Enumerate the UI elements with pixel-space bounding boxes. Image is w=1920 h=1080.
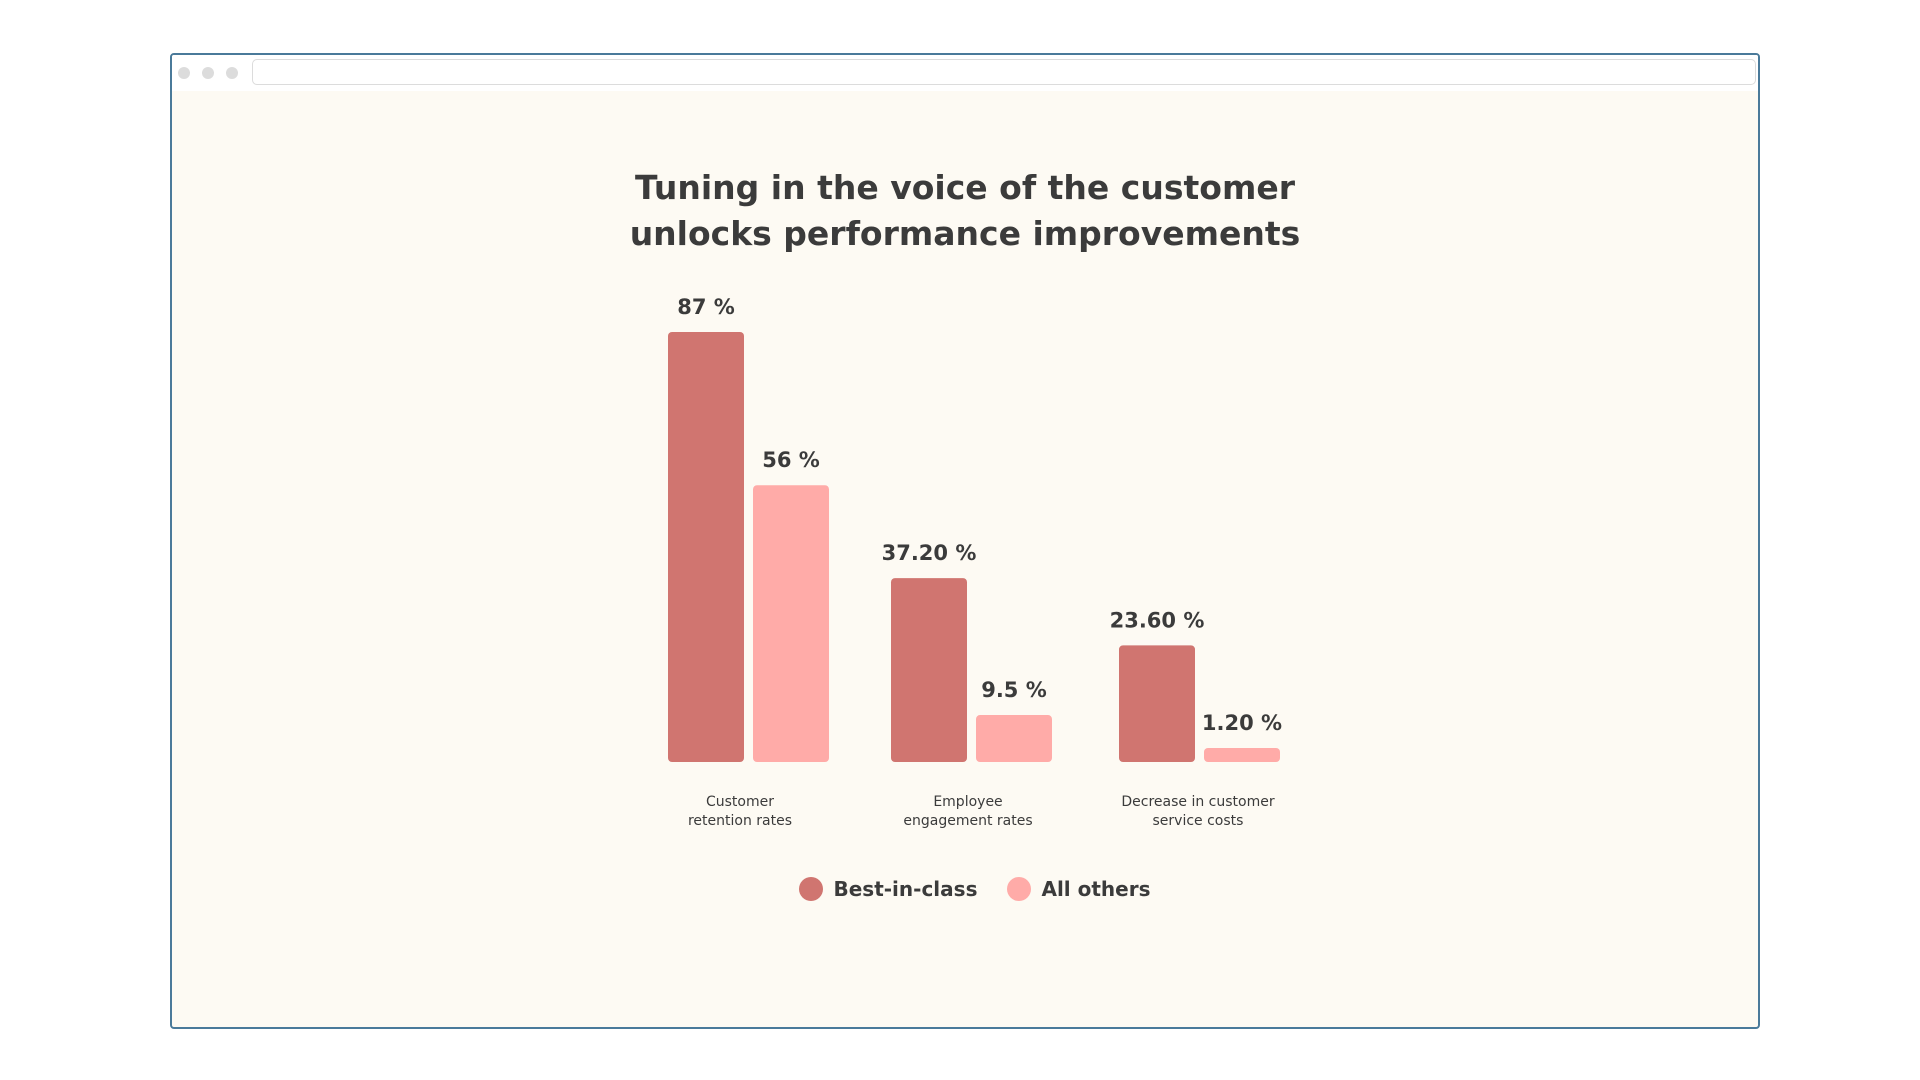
bar-all-others[interactable] [976, 715, 1052, 762]
chart-title-line-2: unlocks performance improvements [629, 214, 1301, 253]
category-label: service costs [1153, 813, 1244, 829]
window-titlebar [172, 55, 1758, 91]
chart-title-line-1: Tuning in the voice of the customer [635, 168, 1295, 207]
bar-chart: 87 % 56 % Customer retention rates 37.20 % 9.… [668, 295, 1282, 829]
window-dot-icon[interactable] [226, 67, 238, 79]
address-bar[interactable] [252, 59, 1756, 85]
category-label: engagement rates [903, 813, 1032, 829]
legend-swatch-icon [1007, 877, 1032, 901]
data-label: 23.60 % [1110, 608, 1205, 632]
legend-item-best-in-class[interactable]: Best-in-class [799, 877, 977, 901]
chart-legend: Best-in-class All others [172, 877, 1758, 901]
legend-swatch-icon [799, 877, 824, 901]
legend-label: All others [1041, 877, 1151, 901]
category-label: retention rates [688, 813, 792, 829]
browser-window: Tuning in the voice of the customer unlo… [170, 53, 1760, 1029]
chart-title: Tuning in the voice of the customer unlo… [172, 165, 1758, 257]
category-label: Customer [706, 794, 774, 810]
data-label: 1.20 % [1202, 711, 1282, 735]
window-dot-icon[interactable] [202, 67, 214, 79]
data-label: 9.5 % [981, 678, 1047, 702]
data-label: 37.20 % [882, 541, 977, 565]
legend-item-all-others[interactable]: All others [1007, 877, 1151, 901]
bar-all-others[interactable] [753, 485, 829, 762]
data-label: 87 % [677, 295, 735, 319]
category-label: Decrease in customer [1121, 794, 1274, 810]
bar-all-others[interactable] [1204, 748, 1280, 762]
window-dot-icon[interactable] [178, 67, 190, 79]
bar-best-in-class[interactable] [1119, 645, 1195, 762]
legend-label: Best-in-class [833, 877, 978, 901]
bar-best-in-class[interactable] [891, 578, 967, 762]
bar-best-in-class[interactable] [668, 332, 744, 762]
data-label: 56 % [762, 448, 820, 472]
category-label: Employee [933, 794, 1002, 810]
